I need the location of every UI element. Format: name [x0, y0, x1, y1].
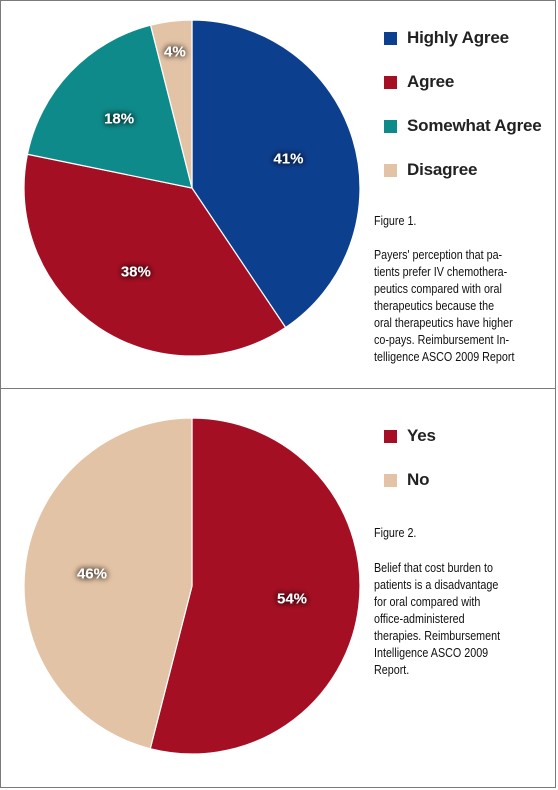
legend-2: Yes No [384, 425, 436, 513]
fig2-caption-line: Report. [374, 663, 410, 677]
fig2-slice-no [23, 417, 193, 750]
fig1-legend-label: Highly Agree [407, 28, 509, 47]
legend-1: Highly Agree Agree Somewhat Agree Disagree [384, 27, 542, 203]
fig2-data-label: 46% [77, 565, 107, 582]
fig1-legend-item: Disagree [384, 159, 542, 181]
fig1-legend-item: Somewhat Agree [384, 115, 542, 137]
fig1-legend-label: Disagree [407, 160, 478, 179]
fig2-legend-swatch [384, 429, 397, 443]
fig2-caption-line: Intelligence ASCO 2009 [374, 646, 489, 660]
fig1-legend-label: Somewhat Agree [407, 116, 542, 135]
fig2-slice-yes [149, 417, 361, 755]
figure-2-title: Figure 2. [374, 526, 417, 540]
pie-chart-1: 41% 38% 18% 4% [23, 19, 361, 357]
fig1-slice-somewhat-agree [26, 24, 193, 189]
fig2-caption-line: for oral compared with [374, 595, 481, 609]
fig1-caption-line: peutics compared with oral [374, 282, 502, 296]
fig1-legend-swatch [384, 31, 397, 45]
fig2-legend-item: Yes [384, 425, 436, 447]
fig2-legend-item: No [384, 469, 436, 491]
fig1-data-label: 18% [104, 110, 134, 127]
fig1-slice-agree [23, 153, 287, 357]
fig1-caption-line: therapeutics because the [374, 299, 495, 313]
fig1-legend-swatch [384, 75, 397, 89]
fig2-legend-swatch [384, 473, 397, 487]
figure-1-panel: 41% 38% 18% 4% Highly Agree Agree Somewhat Ag… [0, 0, 556, 389]
fig2-caption-line: office-administered [374, 612, 465, 626]
fig1-legend-label: Agree [407, 72, 455, 91]
fig2-caption-line: therapies. Reimbursement [374, 629, 501, 643]
fig1-legend-item: Highly Agree [384, 27, 542, 49]
fig1-caption-line: tients prefer IV chemothera- [374, 265, 508, 279]
fig1-data-label: 41% [273, 151, 303, 168]
fig1-caption-line: oral therapeutics have higher [374, 316, 513, 330]
pie-chart-2: 54% 46% [23, 417, 361, 755]
fig1-data-label: 38% [121, 264, 151, 281]
fig2-legend-label: Yes [407, 426, 436, 445]
fig1-legend-swatch [384, 163, 397, 177]
fig1-data-label: 4% [164, 43, 186, 60]
fig1-slice-highly-agree [191, 19, 361, 329]
fig1-slice-disagree [149, 19, 193, 189]
fig1-caption-line: co-pays. Reimbursement In- [374, 333, 510, 347]
figure-1-title: Figure 1. [374, 214, 417, 228]
figure-1-caption: Payers' perception that pa-tients prefer… [374, 247, 550, 366]
figure-2-caption: Belief that cost burden to patients is a … [374, 560, 550, 679]
fig2-legend-label: No [407, 470, 430, 489]
fig1-legend-swatch [384, 119, 397, 133]
fig2-caption-line: patients is a disadvantage [374, 578, 499, 592]
fig1-caption-line: Payers' perception that pa- [374, 248, 503, 262]
fig2-data-label: 54% [277, 591, 307, 608]
figure-2-panel: 54% 46% Yes No Figure 2. Belief that cost … [0, 388, 556, 788]
fig1-legend-item: Agree [384, 71, 542, 93]
fig2-caption-line: Belief that cost burden to [374, 561, 493, 575]
fig1-caption-line: telligence ASCO 2009 Report [374, 350, 515, 364]
